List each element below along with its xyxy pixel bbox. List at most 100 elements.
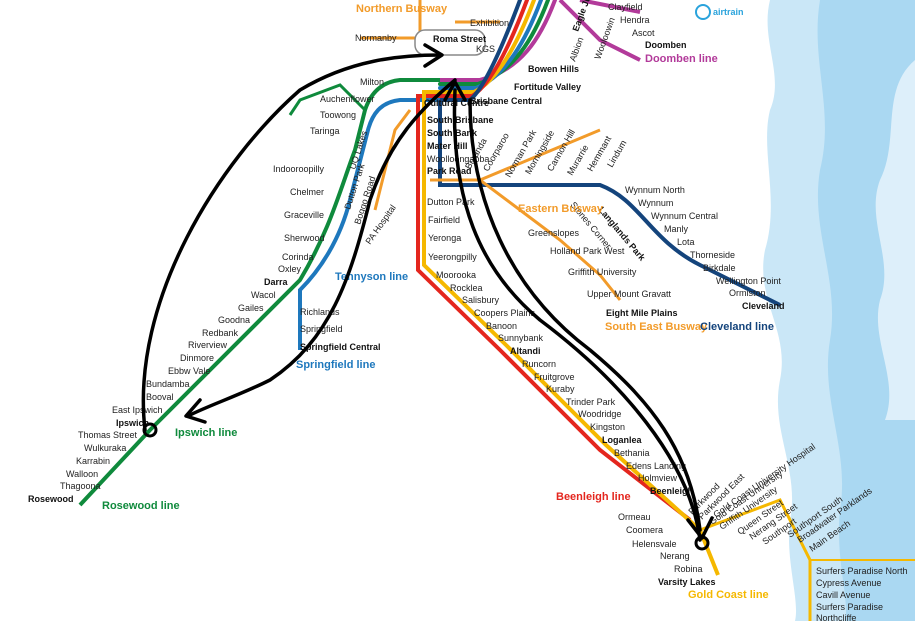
station-kgs: KGS bbox=[476, 44, 495, 54]
station-darra: Darra bbox=[264, 277, 289, 287]
station-booval: Booval bbox=[146, 392, 174, 402]
label-goldcoast-line: Gold Coast line bbox=[688, 589, 769, 601]
station-hendra: Hendra bbox=[620, 15, 650, 25]
label-tennyson-line: Tennyson line bbox=[335, 271, 408, 283]
station-cypress-avenue: Cypress Avenue bbox=[816, 578, 881, 588]
station-yeronga: Yeronga bbox=[428, 233, 461, 243]
station-upper-mount-gravatt: Upper Mount Gravatt bbox=[587, 289, 672, 299]
station-graceville: Graceville bbox=[284, 210, 324, 220]
station-rocklea: Rocklea bbox=[450, 283, 483, 293]
station-nerang: Nerang bbox=[660, 551, 690, 561]
station-ormeau: Ormeau bbox=[618, 512, 651, 522]
station-bundamba: Bundamba bbox=[146, 379, 190, 389]
airtrain-brand-text: airtrain bbox=[713, 7, 744, 17]
station-cultural-centre: Cultural Centre bbox=[424, 98, 489, 108]
station-eight-mile-plains: Eight Mile Plains bbox=[606, 308, 678, 318]
station-albion: Albion bbox=[567, 36, 585, 63]
station-wellington-point: Wellington Point bbox=[716, 276, 781, 286]
station-birkdale: Birkdale bbox=[703, 263, 736, 273]
station-moorooka: Moorooka bbox=[436, 270, 476, 280]
line-name-labels: Northern Busway Doomben line Eastern Bus… bbox=[102, 3, 774, 601]
arrowhead-ipswich bbox=[184, 398, 207, 424]
station-coomera: Coomera bbox=[626, 525, 663, 535]
station-beenleigh: Beenleigh bbox=[650, 486, 693, 496]
station-murarrie: Murarrie bbox=[565, 143, 590, 177]
station-ebbw-vale: Ebbw Vale bbox=[168, 366, 210, 376]
label-springfield-line: Springfield line bbox=[296, 359, 375, 371]
label-ipswich-line: Ipswich line bbox=[175, 427, 237, 439]
station-normanby: Normanby bbox=[355, 33, 397, 43]
ipswich-north-spur bbox=[288, 83, 367, 116]
station-banoon: Banoon bbox=[486, 321, 517, 331]
station-walloon: Walloon bbox=[66, 469, 98, 479]
station-bethania: Bethania bbox=[614, 448, 650, 458]
arrow-goldcoast-to-central bbox=[452, 88, 702, 542]
station-park-road: Park Road bbox=[427, 166, 472, 176]
station-altandi: Altandi bbox=[510, 346, 541, 356]
beenleigh-station-labels: Trinder Park Woodridge Kingston Loganlea… bbox=[566, 397, 693, 496]
arrow-ipswich-to-roma-street bbox=[141, 53, 442, 432]
station-clayfield: Clayfield bbox=[608, 2, 643, 12]
station-doomben: Doomben bbox=[645, 40, 687, 50]
station-holland-park-west: Holland Park West bbox=[550, 246, 625, 256]
station-ormiston: Ormiston bbox=[729, 288, 766, 298]
arrowhead-roma-street bbox=[423, 43, 444, 68]
station-sunnybank: Sunnybank bbox=[498, 333, 544, 343]
cleveland-line-track bbox=[438, 100, 781, 307]
station-thomas-street: Thomas Street bbox=[78, 430, 138, 440]
station-karrabin: Karrabin bbox=[76, 456, 110, 466]
station-mater-hill: Mater Hill bbox=[427, 141, 468, 151]
station-wulkuraka: Wulkuraka bbox=[84, 443, 126, 453]
station-goodna: Goodna bbox=[218, 315, 250, 325]
station-helensvale: Helensvale bbox=[632, 539, 677, 549]
station-coopers-plains: Coopers Plains bbox=[474, 308, 536, 318]
station-riverview: Riverview bbox=[188, 340, 228, 350]
busway-routes bbox=[373, 109, 622, 301]
station-sherwood: Sherwood bbox=[284, 233, 325, 243]
station-fortitude-valley: Fortitude Valley bbox=[514, 82, 581, 92]
station-surfers-paradise: Surfers Paradise bbox=[816, 602, 883, 612]
station-trinder-park: Trinder Park bbox=[566, 397, 616, 407]
label-northern-busway: Northern Busway bbox=[356, 3, 448, 15]
station-chelmer: Chelmer bbox=[290, 187, 324, 197]
station-taringa: Taringa bbox=[310, 126, 340, 136]
springfield-station-labels: Richlands Springfield Springfield Centra… bbox=[300, 307, 381, 352]
glink-light-rail bbox=[699, 498, 812, 621]
station-cleveland: Cleveland bbox=[742, 301, 785, 311]
station-holmview: Holmview bbox=[638, 473, 678, 483]
station-salisbury: Salisbury bbox=[462, 295, 500, 305]
station-richlands: Richlands bbox=[300, 307, 340, 317]
station-griffith-university: Griffith University bbox=[568, 267, 637, 277]
arrowhead-goldcoast bbox=[686, 516, 714, 540]
station-oxley: Oxley bbox=[278, 264, 302, 274]
station-cavill-avenue: Cavill Avenue bbox=[816, 590, 870, 600]
station-ascot: Ascot bbox=[632, 28, 655, 38]
station-lota: Lota bbox=[677, 237, 695, 247]
doomben-line bbox=[558, 0, 641, 62]
station-bowen-hills: Bowen Hills bbox=[528, 64, 579, 74]
station-east-ipswich: East Ipswich bbox=[112, 405, 163, 415]
station-edens-landing: Edens Landing bbox=[626, 461, 686, 471]
ipswich-line-track bbox=[78, 78, 440, 507]
station-exhibition: Exhibition bbox=[470, 18, 509, 28]
station-redbank: Redbank bbox=[202, 328, 239, 338]
station-dutton-park: Dutton Park bbox=[427, 197, 475, 207]
cleveland-station-labels: Wynnum North Wynnum Wynnum Central Manly… bbox=[625, 185, 785, 311]
station-dinmore: Dinmore bbox=[180, 353, 214, 363]
station-runcorn: Runcorn bbox=[522, 359, 556, 369]
label-rosewood-line: Rosewood line bbox=[102, 500, 180, 512]
station-rosewood: Rosewood bbox=[28, 494, 74, 504]
station-brisbane-central: Brisbane Central bbox=[470, 96, 542, 106]
ipswich-station-labels: Milton Auchenflower Toowong Taringa Indo… bbox=[28, 77, 384, 504]
bay-water bbox=[763, 0, 915, 621]
station-south-brisbane: South Brisbane bbox=[427, 115, 494, 125]
station-roma-street: Roma Street bbox=[433, 34, 486, 44]
station-northcliffe: Northcliffe bbox=[816, 613, 856, 621]
station-fairfield: Fairfield bbox=[428, 215, 460, 225]
label-beenleigh-line: Beenleigh line bbox=[556, 491, 631, 503]
label-cleveland-line: Cleveland line bbox=[700, 321, 774, 333]
arrow-central-to-goldcoast bbox=[468, 98, 702, 532]
station-thorneside: Thorneside bbox=[690, 250, 735, 260]
springfield-line-track bbox=[298, 98, 440, 350]
